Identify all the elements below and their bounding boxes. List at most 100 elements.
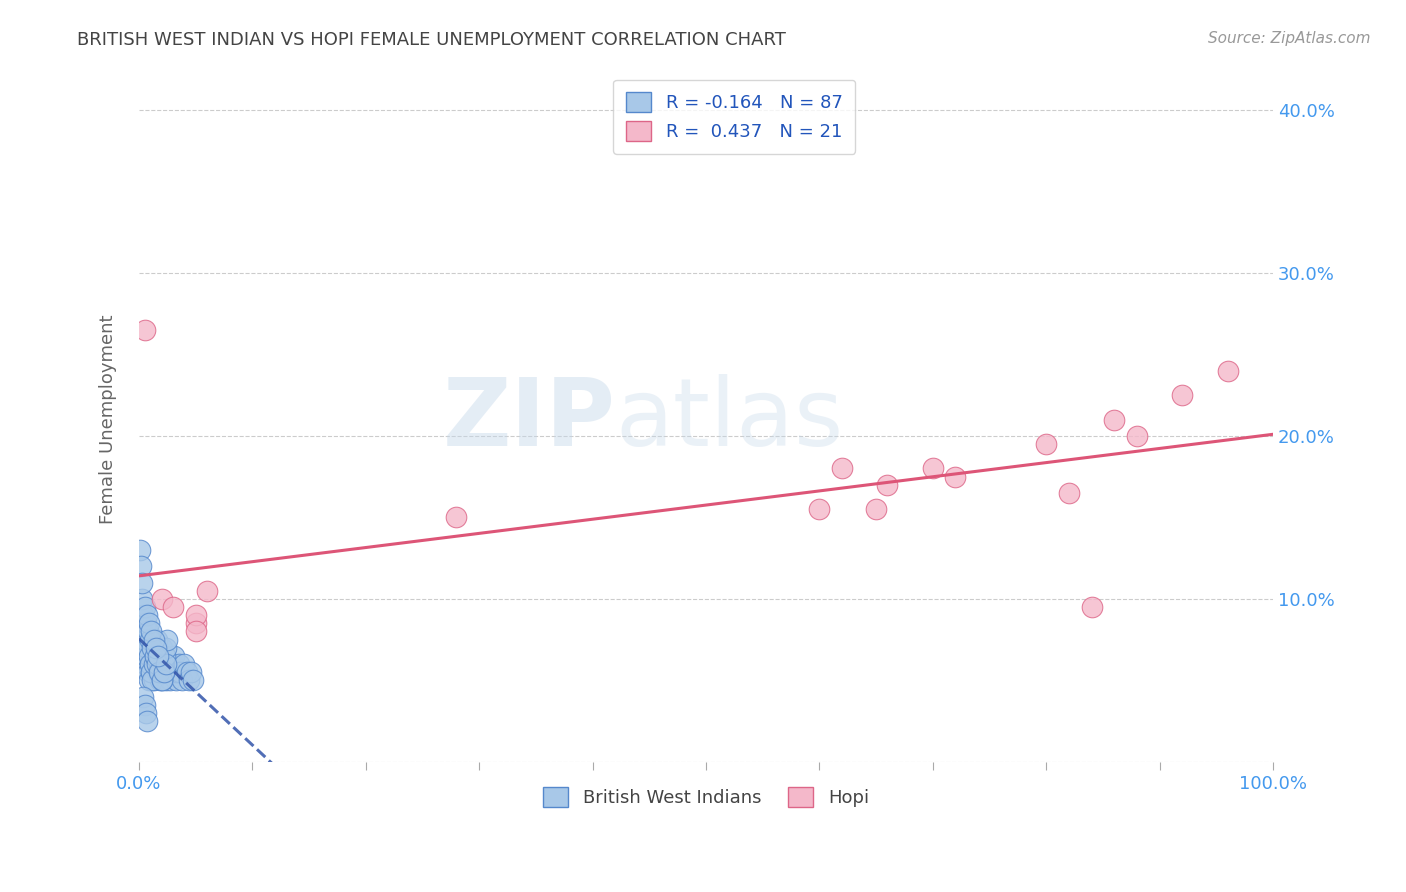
Point <box>129 559 152 574</box>
Point <box>1216 364 1239 378</box>
Point <box>141 665 163 680</box>
Point <box>134 698 156 712</box>
Point <box>163 648 186 663</box>
Point <box>162 657 184 671</box>
Point <box>142 673 165 688</box>
Point <box>155 673 177 688</box>
Text: atlas: atlas <box>616 374 844 466</box>
Legend: British West Indians, Hopi: British West Indians, Hopi <box>536 780 876 814</box>
Point <box>135 640 157 655</box>
Point <box>150 673 173 688</box>
Point <box>131 575 153 590</box>
Point <box>180 665 202 680</box>
Point <box>139 657 162 671</box>
Point <box>141 665 163 680</box>
Point <box>139 632 162 647</box>
Point <box>446 510 468 524</box>
Y-axis label: Female Unemployment: Female Unemployment <box>100 315 117 524</box>
Point <box>153 665 176 680</box>
Point <box>152 657 174 671</box>
Point <box>167 657 190 671</box>
Point <box>138 648 160 663</box>
Point <box>184 608 207 623</box>
Point <box>141 673 163 688</box>
Text: ZIP: ZIP <box>443 374 616 466</box>
Point <box>876 477 898 491</box>
Point <box>146 665 169 680</box>
Point <box>149 673 172 688</box>
Point <box>150 673 173 688</box>
Point <box>146 657 169 671</box>
Point <box>143 648 166 663</box>
Point <box>135 706 157 720</box>
Point <box>134 323 156 337</box>
Point <box>808 502 831 516</box>
Point <box>148 665 170 680</box>
Point <box>177 673 200 688</box>
Point <box>153 648 176 663</box>
Point <box>865 502 887 516</box>
Point <box>165 673 187 688</box>
Point <box>148 648 170 663</box>
Point <box>139 657 162 671</box>
Point <box>138 673 160 688</box>
Point <box>134 599 156 614</box>
Point <box>135 624 157 639</box>
Point <box>166 665 188 680</box>
Point <box>1102 412 1125 426</box>
Point <box>132 608 155 623</box>
Point <box>150 591 173 606</box>
Point <box>153 665 176 680</box>
Point <box>159 673 181 688</box>
Point <box>146 632 169 647</box>
Point <box>831 461 853 475</box>
Point <box>153 648 176 663</box>
Point <box>153 665 176 680</box>
Point <box>195 583 218 598</box>
Point <box>156 632 179 647</box>
Point <box>148 657 170 671</box>
Point <box>131 591 153 606</box>
Point <box>146 648 169 663</box>
Point <box>135 648 157 663</box>
Point <box>135 616 157 631</box>
Point <box>141 624 163 639</box>
Point <box>135 608 157 623</box>
Point <box>132 690 155 704</box>
Point <box>134 632 156 647</box>
Point <box>134 657 156 671</box>
Point <box>184 624 207 639</box>
Point <box>155 657 177 671</box>
Point <box>183 673 205 688</box>
Point <box>136 665 159 680</box>
Point <box>141 648 163 663</box>
Point <box>143 657 166 671</box>
Point <box>132 632 155 647</box>
Point <box>945 469 967 483</box>
Point <box>149 665 172 680</box>
Point <box>136 624 159 639</box>
Point <box>1171 388 1194 402</box>
Point <box>141 640 163 655</box>
Point <box>142 657 165 671</box>
Point <box>162 599 184 614</box>
Text: BRITISH WEST INDIAN VS HOPI FEMALE UNEMPLOYMENT CORRELATION CHART: BRITISH WEST INDIAN VS HOPI FEMALE UNEMP… <box>77 31 786 49</box>
Point <box>160 665 183 680</box>
Point <box>129 616 152 631</box>
Point <box>921 461 943 475</box>
Point <box>138 616 160 631</box>
Point <box>173 657 195 671</box>
Point <box>169 665 191 680</box>
Point <box>165 665 187 680</box>
Text: Source: ZipAtlas.com: Source: ZipAtlas.com <box>1208 31 1371 46</box>
Point <box>176 665 198 680</box>
Point <box>159 657 181 671</box>
Point <box>145 640 167 655</box>
Point <box>146 657 169 671</box>
Point <box>156 657 179 671</box>
Point <box>155 640 177 655</box>
Point <box>129 543 152 558</box>
Point <box>150 640 173 655</box>
Point <box>131 640 153 655</box>
Point <box>1035 437 1057 451</box>
